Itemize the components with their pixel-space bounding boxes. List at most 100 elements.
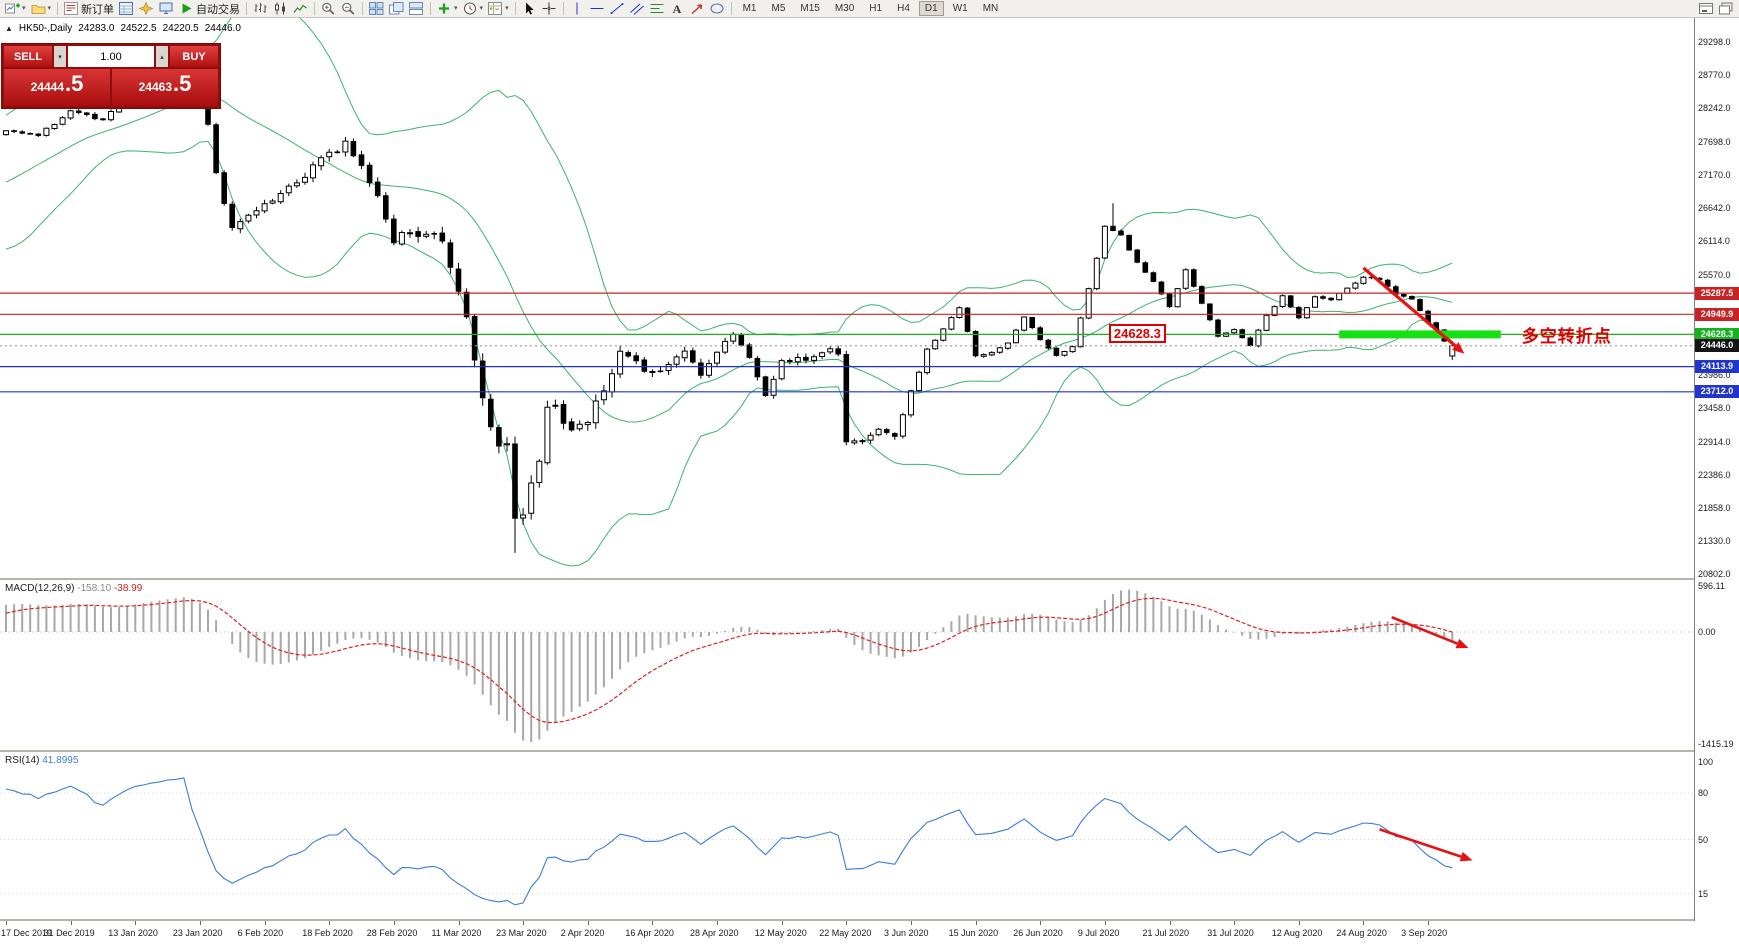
- time-tick: [393, 921, 395, 925]
- pivot-highlight-bar[interactable]: [1339, 330, 1501, 339]
- vertical-line-icon[interactable]: [568, 1, 587, 17]
- rsi-axis-label: 100: [1698, 757, 1714, 767]
- time-axis[interactable]: 17 Dec 2019 31 Dec 2019 13 Jan 2020 23 Jan …: [0, 921, 1694, 944]
- new-order-button[interactable]: 新订单: [62, 1, 116, 17]
- buy-button[interactable]: BUY: [170, 46, 218, 67]
- text-icon[interactable]: A: [668, 1, 687, 17]
- shapes-icon: [710, 3, 724, 14]
- order-icon: [64, 2, 79, 15]
- templates-icon[interactable]: ▾: [486, 1, 511, 17]
- rsi-arrow[interactable]: [1379, 828, 1473, 862]
- symbol-marker-icon: ▲: [5, 24, 13, 33]
- arrow-tool-icon[interactable]: [688, 1, 707, 17]
- minimize-chart-icon[interactable]: [1697, 1, 1716, 17]
- periods-icon[interactable]: ▾: [461, 1, 486, 17]
- time-tick: [329, 921, 331, 925]
- volume-increase-button[interactable]: ▴: [156, 46, 168, 67]
- bar-chart-icon[interactable]: [251, 1, 270, 17]
- time-tick: [1104, 921, 1106, 925]
- dropdown-caret-icon: ▾: [22, 5, 26, 12]
- trendline-icon[interactable]: [608, 1, 627, 17]
- candlestick-series: [3, 49, 1456, 553]
- panel-separator[interactable]: [0, 919, 1739, 921]
- buy-price-display[interactable]: 24463.5: [112, 69, 218, 106]
- price-badge: 23712.0: [1695, 385, 1739, 399]
- candlestick-chart-icon[interactable]: [271, 1, 290, 17]
- timeframe-H4[interactable]: H4: [897, 3, 910, 14]
- horizontal-line-icon[interactable]: [588, 1, 607, 17]
- macd-indicator-label: MACD(12,26,9) -158.10 -38.99: [5, 583, 142, 594]
- volume-input[interactable]: 1.00: [68, 46, 154, 67]
- auto-trading-button[interactable]: 自动交易: [177, 1, 242, 17]
- date-label: 11 Mar 2020: [431, 928, 482, 938]
- new-chart-icon[interactable]: ▾: [3, 1, 28, 17]
- market-watch-icon[interactable]: [117, 1, 136, 17]
- dropdown-caret-icon: ▾: [47, 5, 52, 12]
- rsi-axis-label: 50: [1698, 834, 1709, 845]
- time-tick: [1363, 921, 1365, 925]
- time-tick: [1298, 921, 1300, 925]
- add-indicator-icon[interactable]: ▾: [435, 1, 460, 17]
- arrange-windows-icon[interactable]: [407, 1, 426, 17]
- line-chart-icon[interactable]: [291, 1, 310, 17]
- time-tick: [652, 921, 654, 925]
- toolbar-separator: [246, 2, 248, 15]
- timeframe-M1[interactable]: M1: [742, 3, 757, 14]
- macd-arrow[interactable]: [1391, 615, 1469, 649]
- trend-arrow[interactable]: [1362, 266, 1465, 354]
- crosshair-icon[interactable]: [540, 1, 559, 17]
- date-label: 3 Jun 2020: [884, 928, 929, 938]
- time-tick: [264, 921, 266, 925]
- cascade-windows-icon[interactable]: [387, 1, 406, 17]
- price-badge: 25287.5: [1695, 286, 1739, 300]
- high-value: 24522.5: [120, 23, 157, 34]
- price-axis-label: 28242.0: [1698, 103, 1731, 114]
- channel-icon: [629, 3, 644, 15]
- one-click-trading-panel: SELL ▾ 1.00 ▴ BUY 24444.5 24463.5: [1, 43, 221, 109]
- price-badge: 24628.3: [1695, 327, 1739, 341]
- price-axis-label: 23458.0: [1698, 402, 1731, 413]
- price-axis-label: 20802.0: [1698, 569, 1731, 579]
- timeframe-D1[interactable]: D1: [918, 1, 944, 16]
- toolbar-separator: [362, 2, 364, 15]
- restore-chart-icon[interactable]: [1717, 1, 1736, 17]
- profiles-icon[interactable]: ▾: [29, 1, 54, 17]
- time-tick: [975, 921, 977, 925]
- timeframe-M15[interactable]: M15: [800, 3, 820, 14]
- timeframe-MN[interactable]: MN: [982, 3, 999, 14]
- timeframe-W1[interactable]: W1: [952, 3, 968, 14]
- macd-panel-canvas[interactable]: [0, 580, 1694, 750]
- terminal-icon[interactable]: [157, 1, 176, 17]
- time-tick: [135, 921, 137, 925]
- volume-decrease-button[interactable]: ▾: [54, 46, 66, 67]
- panel-separator[interactable]: [0, 578, 1739, 580]
- navigator-icon: [139, 2, 154, 15]
- timeframe-H1[interactable]: H1: [869, 3, 883, 14]
- price-axis[interactable]: 29298.0 28770.0 28242.0 27698.0 27170.0 26642…: [1694, 18, 1739, 921]
- shapes-icon[interactable]: [708, 1, 727, 17]
- price-axis-label: 27170.0: [1698, 170, 1731, 181]
- price-axis-label: 26642.0: [1698, 203, 1731, 214]
- date-label: 31 Dec 2019: [43, 928, 95, 938]
- time-tick: [846, 921, 848, 925]
- cursor-icon[interactable]: [520, 1, 539, 17]
- fibonacci-icon[interactable]: [648, 1, 667, 17]
- pivot-level-label[interactable]: 24628.3: [1108, 324, 1166, 344]
- channel-icon[interactable]: [628, 1, 647, 17]
- tile-windows-icon[interactable]: [367, 1, 386, 17]
- zoom-in-icon[interactable]: [319, 1, 338, 17]
- sell-button[interactable]: SELL: [4, 46, 52, 67]
- timeframe-M5[interactable]: M5: [771, 3, 786, 14]
- timeframe-M30[interactable]: M30: [834, 3, 855, 14]
- price-chart-canvas[interactable]: [0, 18, 1694, 578]
- date-label: 12 May 2020: [754, 928, 807, 938]
- price-axis-label: 28770.0: [1698, 70, 1731, 81]
- rsi-name: RSI(14): [5, 755, 40, 766]
- profiles-icon: [31, 5, 45, 14]
- sell-price-display[interactable]: 24444.5: [4, 69, 110, 106]
- panel-separator[interactable]: [0, 750, 1739, 752]
- zoom-out-icon[interactable]: [339, 1, 358, 17]
- date-label: 28 Feb 2020: [366, 928, 418, 938]
- navigator-icon[interactable]: [137, 1, 156, 17]
- rsi-panel-canvas[interactable]: [0, 752, 1694, 920]
